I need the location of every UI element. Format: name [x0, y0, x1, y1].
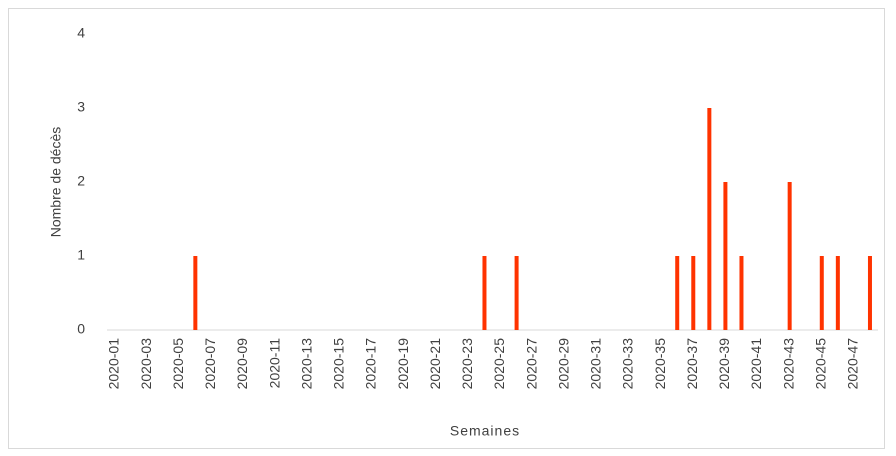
- bar: [787, 182, 792, 330]
- bar: [482, 256, 487, 330]
- x-tick-label: 2020-11: [266, 338, 282, 389]
- chart-frame: [8, 8, 885, 449]
- x-tick-label: 2020-47: [845, 338, 861, 390]
- bar: [675, 256, 680, 330]
- bar: [835, 256, 840, 330]
- bar: [514, 256, 519, 330]
- x-tick-label: 2020-21: [427, 338, 443, 390]
- x-tick-label: 2020-35: [652, 338, 668, 390]
- x-axis-label: Semaines: [450, 423, 520, 439]
- y-axis-label: Nombre de décès: [48, 127, 64, 238]
- y-tick-label: 2: [77, 173, 85, 189]
- x-tick-label: 2020-43: [780, 338, 796, 390]
- x-tick-label: 2020-25: [491, 338, 507, 390]
- y-tick-label: 4: [77, 25, 85, 41]
- bar: [739, 256, 744, 330]
- x-tick-label: 2020-41: [748, 338, 764, 390]
- x-tick-label: 2020-13: [298, 338, 314, 390]
- bar: [193, 256, 198, 330]
- x-tick-label: 2020-15: [331, 338, 347, 390]
- x-tick-label: 2020-23: [459, 338, 475, 390]
- x-tick-label: 2020-05: [170, 338, 186, 390]
- x-tick-label: 2020-37: [684, 338, 700, 390]
- bar: [723, 182, 728, 330]
- x-tick-label: 2020-45: [812, 338, 828, 390]
- x-tick-label: 2020-01: [106, 338, 122, 390]
- y-tick-label: 3: [77, 99, 85, 115]
- bar: [707, 108, 712, 330]
- x-tick-label: 2020-33: [620, 338, 636, 390]
- bar: [867, 256, 872, 330]
- x-tick-label: 2020-29: [555, 338, 571, 390]
- x-tick-label: 2020-07: [202, 338, 218, 390]
- x-tick-label: 2020-19: [395, 338, 411, 390]
- x-tick-label: 2020-31: [588, 338, 604, 390]
- x-tick-label: 2020-39: [716, 338, 732, 390]
- x-tick-label: 2020-09: [234, 338, 250, 390]
- bar: [819, 256, 824, 330]
- x-tick-label: 2020-03: [138, 338, 154, 390]
- x-tick-label: 2020-17: [363, 338, 379, 390]
- bar: [691, 256, 696, 330]
- x-tick-label: 2020-27: [523, 338, 539, 390]
- y-tick-label: 0: [77, 321, 85, 337]
- y-tick-label: 1: [77, 247, 85, 263]
